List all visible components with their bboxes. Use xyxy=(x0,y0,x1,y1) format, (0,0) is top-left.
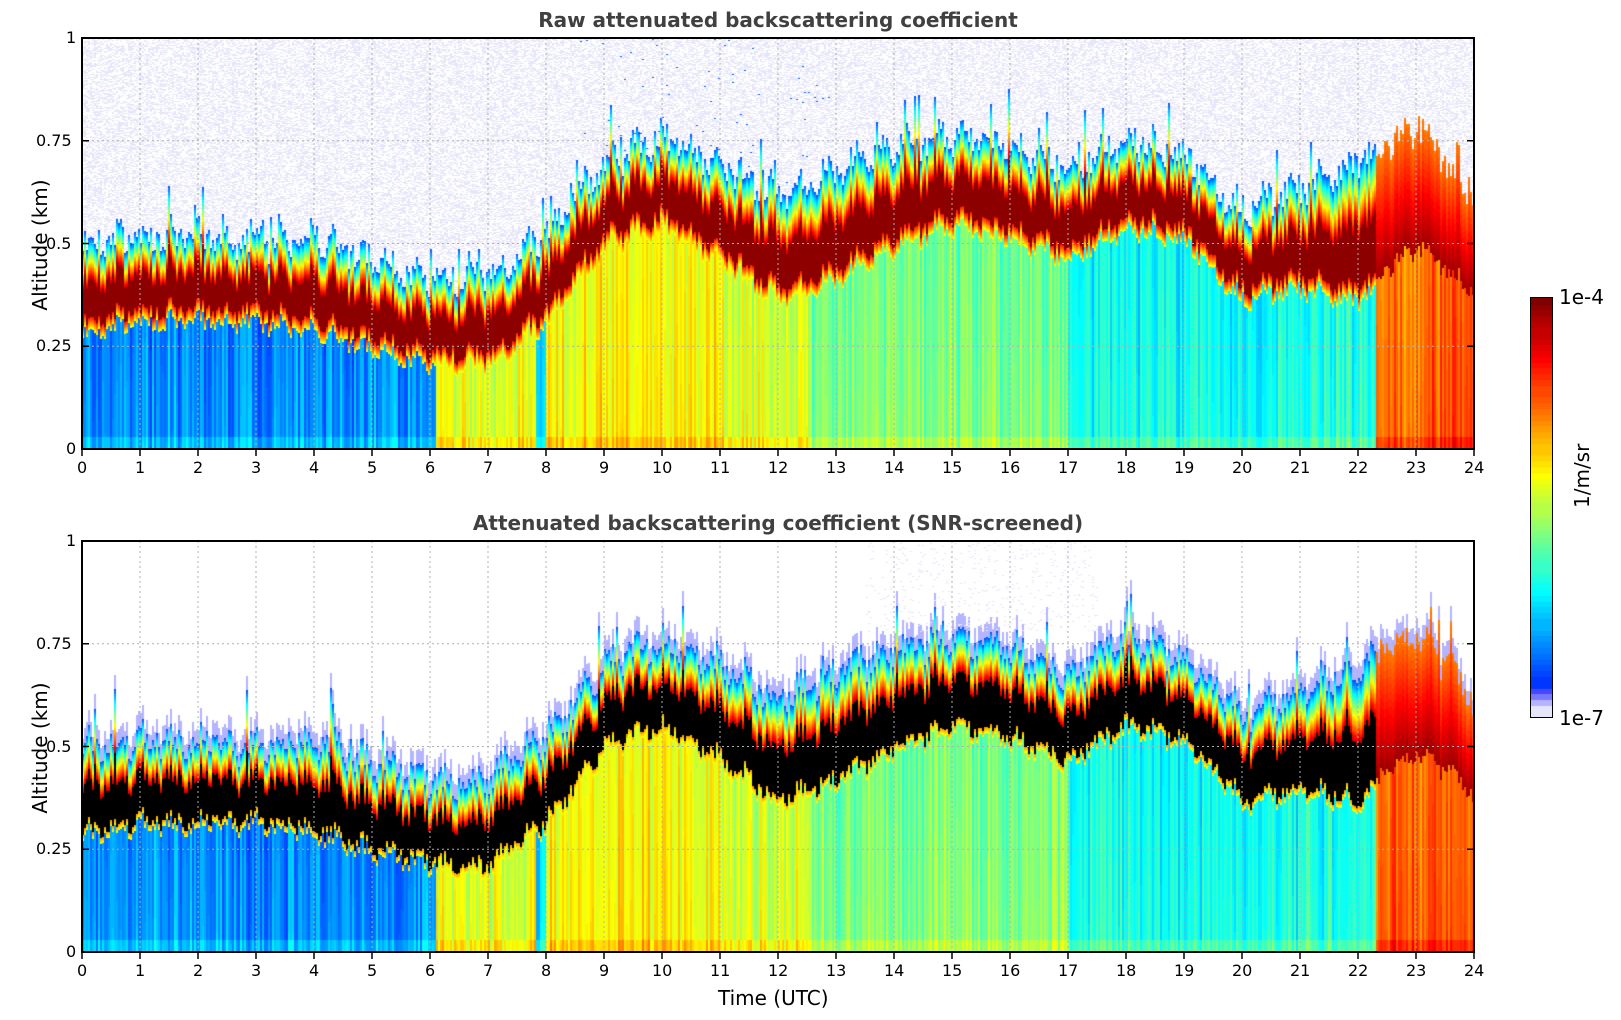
x-tick-label: 17 xyxy=(1058,961,1079,980)
x-tick-label: 5 xyxy=(367,458,378,477)
bottom-plot-area xyxy=(81,540,1475,959)
x-tick-label: 4 xyxy=(309,961,320,980)
x-tick-label: 15 xyxy=(942,458,963,477)
plot-frame xyxy=(81,37,1475,450)
x-tick-label: 3 xyxy=(251,458,262,477)
x-tick-label: 13 xyxy=(826,961,847,980)
top-plot-area xyxy=(81,37,1475,456)
y-tick-label: 0.5 xyxy=(46,736,72,756)
x-tick-label: 12 xyxy=(768,961,789,980)
x-tick-label: 11 xyxy=(710,961,731,980)
bottom-panel-title: Attenuated backscattering coefficient (S… xyxy=(472,511,1084,535)
top-panel-title: Raw attenuated backscattering coefficien… xyxy=(538,8,1018,32)
x-tick-label: 8 xyxy=(541,961,552,980)
x-tick-label: 2 xyxy=(193,458,204,477)
x-tick-label: 14 xyxy=(884,458,905,477)
colorbar-gradient xyxy=(1531,298,1552,717)
y-tick-label: 0.25 xyxy=(36,839,72,859)
x-tick-label: 2 xyxy=(193,961,204,980)
x-tick-label: 18 xyxy=(1116,961,1137,980)
top-axes xyxy=(81,37,1475,456)
x-tick-label: 17 xyxy=(1058,458,1079,477)
y-tick-label: 0.75 xyxy=(36,633,72,653)
x-tick-label: 19 xyxy=(1174,458,1195,477)
colorbar-unit-label: 1/m/sr xyxy=(1570,443,1594,508)
x-tick-label: 10 xyxy=(652,961,673,980)
x-tick-label: 16 xyxy=(1000,458,1021,477)
x-tick-label: 21 xyxy=(1290,458,1311,477)
x-tick-label: 21 xyxy=(1290,961,1311,980)
x-tick-label: 3 xyxy=(251,961,262,980)
x-tick-label: 18 xyxy=(1116,458,1137,477)
x-axis-label: Time (UTC) xyxy=(718,986,829,1010)
x-tick-label: 20 xyxy=(1232,458,1253,477)
x-tick-label: 14 xyxy=(884,961,905,980)
x-tick-label: 24 xyxy=(1464,961,1485,980)
x-tick-label: 0 xyxy=(77,961,88,980)
x-tick-label: 7 xyxy=(483,458,494,477)
x-tick-label: 0 xyxy=(77,458,88,477)
y-tick-label: 1 xyxy=(66,531,77,550)
y-tick-label: 0 xyxy=(66,439,77,458)
y-tick-label: 1 xyxy=(66,28,77,47)
x-tick-label: 9 xyxy=(599,961,610,980)
x-tick-label: 15 xyxy=(942,961,963,980)
y-tick-label: 0.25 xyxy=(36,336,72,356)
x-tick-label: 7 xyxy=(483,961,494,980)
y-tick-label: 0.5 xyxy=(46,233,72,253)
x-tick-label: 23 xyxy=(1406,458,1427,477)
x-tick-label: 11 xyxy=(710,458,731,477)
colorbar-max-label: 1e-4 xyxy=(1559,285,1604,309)
colorbar xyxy=(1530,297,1553,718)
x-tick-label: 12 xyxy=(768,458,789,477)
x-tick-label: 24 xyxy=(1464,458,1485,477)
x-tick-label: 22 xyxy=(1348,961,1369,980)
y-tick-label: 0 xyxy=(66,942,77,961)
x-tick-label: 4 xyxy=(309,458,320,477)
x-tick-label: 19 xyxy=(1174,961,1195,980)
x-tick-label: 6 xyxy=(425,961,436,980)
x-tick-label: 9 xyxy=(599,458,610,477)
x-tick-label: 5 xyxy=(367,961,378,980)
x-tick-label: 8 xyxy=(541,458,552,477)
x-tick-label: 10 xyxy=(652,458,673,477)
x-tick-label: 23 xyxy=(1406,961,1427,980)
plot-frame xyxy=(81,540,1475,953)
x-tick-label: 1 xyxy=(135,961,146,980)
bottom-axes xyxy=(81,540,1475,959)
x-tick-label: 16 xyxy=(1000,961,1021,980)
x-tick-label: 1 xyxy=(135,458,146,477)
x-tick-label: 13 xyxy=(826,458,847,477)
colorbar-min-label: 1e-7 xyxy=(1559,706,1604,730)
x-tick-label: 6 xyxy=(425,458,436,477)
y-tick-label: 0.75 xyxy=(36,130,72,150)
x-tick-label: 20 xyxy=(1232,961,1253,980)
x-tick-label: 22 xyxy=(1348,458,1369,477)
